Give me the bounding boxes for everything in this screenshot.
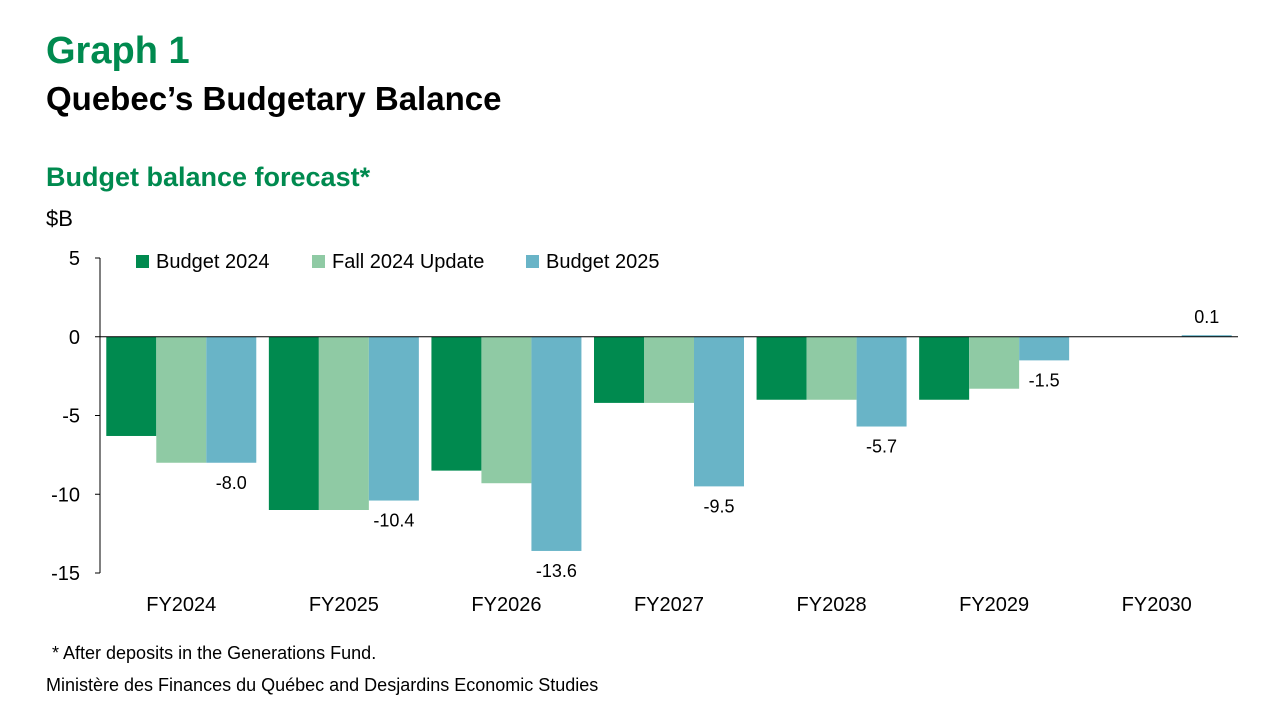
bar [531, 336, 582, 551]
bar [431, 336, 482, 471]
bar [694, 336, 744, 487]
bar [1019, 336, 1070, 361]
y-tick-label: -15 [51, 563, 80, 585]
x-tick-label: FY2026 [471, 594, 541, 616]
footnote: * After deposits in the Generations Fund… [52, 643, 377, 663]
legend-swatch [526, 255, 539, 268]
data-label: -13.6 [536, 561, 577, 581]
bar [368, 336, 419, 501]
legend-label: Budget 2024 [156, 251, 269, 273]
bar [594, 336, 644, 403]
legend-swatch [136, 255, 149, 268]
y-tick-label: -5 [62, 406, 80, 428]
data-label: -1.5 [1029, 370, 1060, 390]
x-tick-label: FY2028 [797, 594, 867, 616]
bar [318, 336, 369, 510]
bar [1181, 335, 1232, 337]
bar [156, 336, 207, 463]
bar [756, 336, 807, 400]
legend-swatch [312, 255, 325, 268]
data-label: 0.1 [1194, 307, 1219, 327]
chart-title: Quebec’s Budgetary Balance [46, 80, 502, 117]
bar [268, 336, 319, 510]
bar [969, 336, 1020, 389]
source-note: Ministère des Finances du Québec and Des… [46, 675, 599, 695]
x-tick-label: FY2029 [959, 594, 1029, 616]
chart-subtitle: Budget balance forecast* [46, 162, 371, 192]
bar [481, 336, 532, 484]
graph-number: Graph 1 [46, 30, 190, 72]
y-tick-label: -10 [51, 484, 80, 506]
x-tick-label: FY2024 [146, 594, 216, 616]
data-label: -8.0 [216, 473, 247, 493]
bar [856, 336, 907, 427]
y-tick-label: 5 [69, 248, 80, 270]
legend-label: Fall 2024 Update [332, 251, 484, 273]
data-label: -9.5 [703, 496, 734, 516]
bar [806, 336, 857, 400]
data-label: -10.4 [373, 511, 414, 531]
legend-label: Budget 2025 [546, 251, 659, 273]
x-tick-label: FY2025 [309, 594, 379, 616]
bar [206, 336, 257, 463]
bar [106, 336, 157, 436]
bar [919, 336, 970, 400]
bar [644, 336, 694, 403]
x-tick-label: FY2030 [1122, 594, 1192, 616]
data-label: -5.7 [866, 437, 897, 457]
y-tick-label: 0 [69, 327, 80, 349]
x-tick-label: FY2027 [634, 594, 704, 616]
y-axis-unit: $B [46, 206, 73, 231]
